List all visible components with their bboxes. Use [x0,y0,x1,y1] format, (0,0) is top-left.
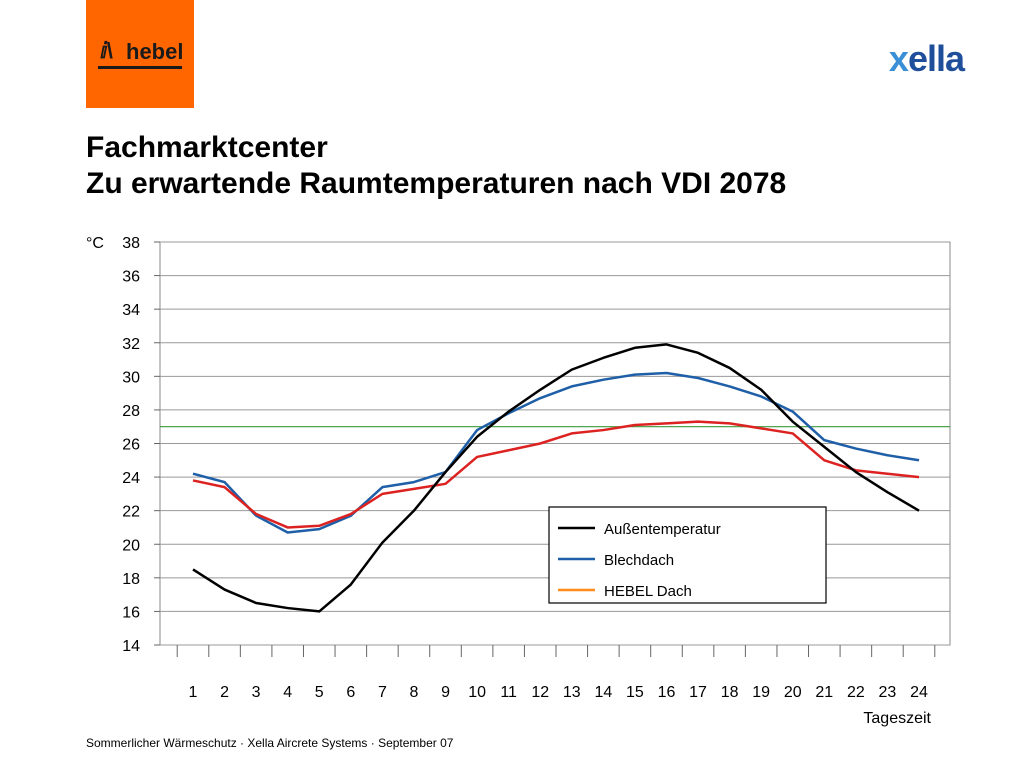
x-tick-label: 16 [658,684,676,701]
y-tick-label: 30 [122,369,140,386]
x-tick-label: 11 [500,684,517,701]
title-line-2: Zu erwartende Raumtemperaturen nach VDI … [86,167,787,200]
x-tick-label: 2 [220,684,229,701]
x-tick-label: 5 [315,684,324,701]
y-tick-label: 26 [122,437,140,454]
x-axis-label: Tageszeit [863,710,931,727]
y-tick-label: 16 [122,604,140,621]
x-tick-label: 6 [346,684,355,701]
y-tick-label: 18 [122,571,140,588]
x-tick-label: 4 [283,684,292,701]
xella-logo: xella [888,38,965,80]
x-tick-label: 21 [815,684,833,701]
y-tick-label: 36 [122,269,140,286]
title-line-1: Fachmarktcenter [86,131,328,164]
x-tick-label: 14 [594,684,612,701]
y-tick-label: 24 [122,470,140,487]
page-title: Fachmarktcenter Zu erwartende Raumtemper… [86,130,786,202]
footer-text: Sommerlicher Wärmeschutz · Xella Aircret… [86,736,454,750]
series-line-3 [192,420,920,529]
x-tick-label: 23 [879,684,897,701]
x-tick-label: 19 [752,684,770,701]
hebel-logo-mark: ⅈ\ [100,38,113,63]
legend-label: HEBEL Dach [604,583,692,600]
hebel-logo-underline [98,66,182,69]
y-tick-label: 28 [122,403,140,420]
x-tick-label: 20 [784,684,802,701]
series-line-2 [192,371,920,534]
y-tick-label: 20 [122,537,140,554]
x-tick-label: 22 [847,684,865,701]
x-tick-label: 15 [626,684,644,701]
x-tick-label: 7 [378,684,387,701]
x-tick-label: 17 [689,684,707,701]
y-tick-label: 22 [122,504,140,521]
xella-logo-x: x [888,38,909,79]
y-tick-label: 38 [122,235,140,252]
x-tick-label: 24 [910,684,928,701]
y-axis-label: °C [86,235,104,252]
x-tick-label: 10 [468,684,486,701]
x-tick-label: 9 [441,684,450,701]
hebel-logo: ⅈ\ hebel [86,0,194,108]
x-tick-label: 1 [189,684,198,701]
x-tick-label: 8 [410,684,419,701]
y-tick-label: 34 [122,302,140,319]
legend-label: Blechdach [604,552,674,569]
xella-logo-rest: ella [907,38,965,79]
y-tick-label: 14 [122,638,140,655]
y-tick-label: 32 [122,336,140,353]
x-tick-label: 12 [531,684,549,701]
series-line-1 [192,343,920,613]
legend-label: Außentemperatur [604,521,721,538]
hebel-logo-text: hebel [126,39,184,64]
x-tick-label: 13 [563,684,581,701]
x-tick-label: 3 [252,684,261,701]
x-tick-label: 18 [721,684,739,701]
legend-box [548,506,827,604]
